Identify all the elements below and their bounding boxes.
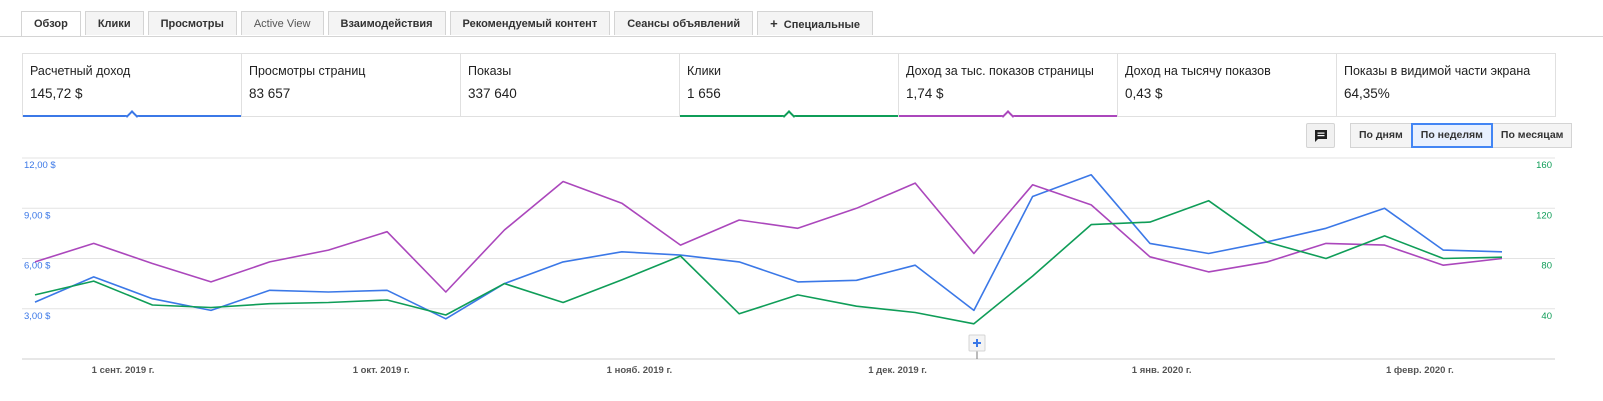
add-annotation-icon: [973, 339, 981, 347]
x-axis-tick: 1 янв. 2020 г.: [1132, 365, 1192, 376]
x-axis-tick: 1 февр. 2020 г.: [1386, 365, 1454, 376]
left-axis-tick: 3,00 $: [24, 311, 51, 322]
period-button-1[interactable]: По неделям: [1410, 123, 1493, 148]
metric-card-1[interactable]: Просмотры страниц 83 657: [241, 54, 460, 116]
metric-value: 337 640: [468, 86, 517, 101]
metric-card-0[interactable]: Расчетный доход 145,72 $: [22, 54, 241, 123]
metric-notch: [782, 110, 796, 123]
tab-3[interactable]: Active View: [240, 11, 324, 35]
metric-label: Показы в видимой части экрана: [1344, 64, 1531, 78]
right-axis-tick: 40: [1541, 311, 1552, 322]
metric-series-indicator: [680, 110, 898, 123]
left-axis-tick: 12,00 $: [24, 160, 56, 171]
revenue-chart: 3,00 $ 6,00 $ 9,00 $ 12,00 $ 40 80 120 160 1 сен…: [22, 157, 1555, 376]
tab-5[interactable]: Рекомендуемый контент: [449, 11, 611, 35]
metric-label: Показы: [468, 64, 512, 78]
left-axis-tick: 9,00 $: [24, 210, 51, 221]
metric-value: 145,72 $: [30, 86, 83, 101]
x-axis-tick: 1 дек. 2019 г.: [868, 365, 927, 376]
tab-label: Active View: [253, 18, 311, 30]
tab-label: Клики: [97, 18, 131, 30]
period-button-2[interactable]: По месяцам: [1491, 123, 1573, 148]
tab-7[interactable]: + Специальные: [757, 11, 874, 35]
metric-value: 83 657: [249, 86, 291, 101]
metric-card-6[interactable]: Показы в видимой части экрана 64,35%: [1336, 54, 1556, 116]
report-tabs: Обзор Клики Просмотры Active View Взаимодейс…: [21, 11, 874, 37]
tabs-divider: [0, 36, 1603, 37]
metric-label: Расчетный доход: [30, 64, 131, 78]
metric-label: Доход за тыс. показов страницы: [906, 64, 1094, 78]
tab-2[interactable]: Просмотры: [147, 11, 237, 35]
metric-cards: Расчетный доход 145,72 $ Просмотры страниц…: [22, 53, 1556, 123]
tab-label: Рекомендуемый контент: [462, 18, 598, 30]
metric-card-5[interactable]: Доход на тысячу показов 0,43 $: [1117, 54, 1336, 116]
series-line: [34, 199, 1503, 325]
tab-label: Специальные: [783, 19, 861, 31]
metric-card-4[interactable]: Доход за тыс. показов страницы 1,74 $: [898, 54, 1117, 123]
period-selector: По дням По неделям По месяцам: [1350, 123, 1573, 148]
metric-series-indicator: [899, 110, 1117, 123]
tab-6[interactable]: Сеансы объявлений: [614, 11, 754, 35]
metric-notch: [1001, 110, 1015, 123]
tab-label: Взаимодействия: [340, 18, 433, 30]
tab-label: Сеансы объявлений: [627, 18, 741, 30]
metric-value: 1 656: [687, 86, 721, 101]
tab-label: Обзор: [34, 18, 68, 30]
metric-label: Просмотры страниц: [249, 64, 366, 78]
metric-value: 64,35%: [1344, 86, 1390, 101]
metric-value: 0,43 $: [1125, 86, 1163, 101]
series-line: [34, 173, 1503, 320]
x-axis-tick: 1 нояб. 2019 г.: [607, 365, 672, 376]
metric-value: 1,74 $: [906, 86, 944, 101]
metric-label: Клики: [687, 64, 722, 78]
comment-icon: [1315, 130, 1327, 142]
metric-label: Доход на тысячу показов: [1125, 64, 1271, 78]
x-axis-tick: 1 окт. 2019 г.: [353, 365, 410, 376]
tab-label: Просмотры: [160, 18, 224, 30]
right-axis-tick: 80: [1541, 261, 1552, 272]
plus-icon: +: [770, 16, 778, 31]
metric-series-indicator: [23, 110, 241, 123]
annotation-button[interactable]: [1306, 123, 1335, 148]
left-axis-tick: 6,00 $: [24, 261, 51, 272]
series-line: [34, 180, 1503, 293]
period-button-0[interactable]: По дням: [1350, 123, 1412, 148]
x-axis-tick: 1 сент. 2019 г.: [92, 365, 155, 376]
metric-card-2[interactable]: Показы 337 640: [460, 54, 679, 116]
tab-1[interactable]: Клики: [84, 11, 144, 35]
tab-4[interactable]: Взаимодействия: [327, 11, 446, 35]
metric-card-3[interactable]: Клики 1 656: [679, 54, 898, 123]
metric-notch: [125, 110, 139, 123]
tab-0[interactable]: Обзор: [21, 11, 81, 37]
right-axis-tick: 120: [1536, 210, 1552, 221]
right-axis-tick: 160: [1536, 160, 1552, 171]
